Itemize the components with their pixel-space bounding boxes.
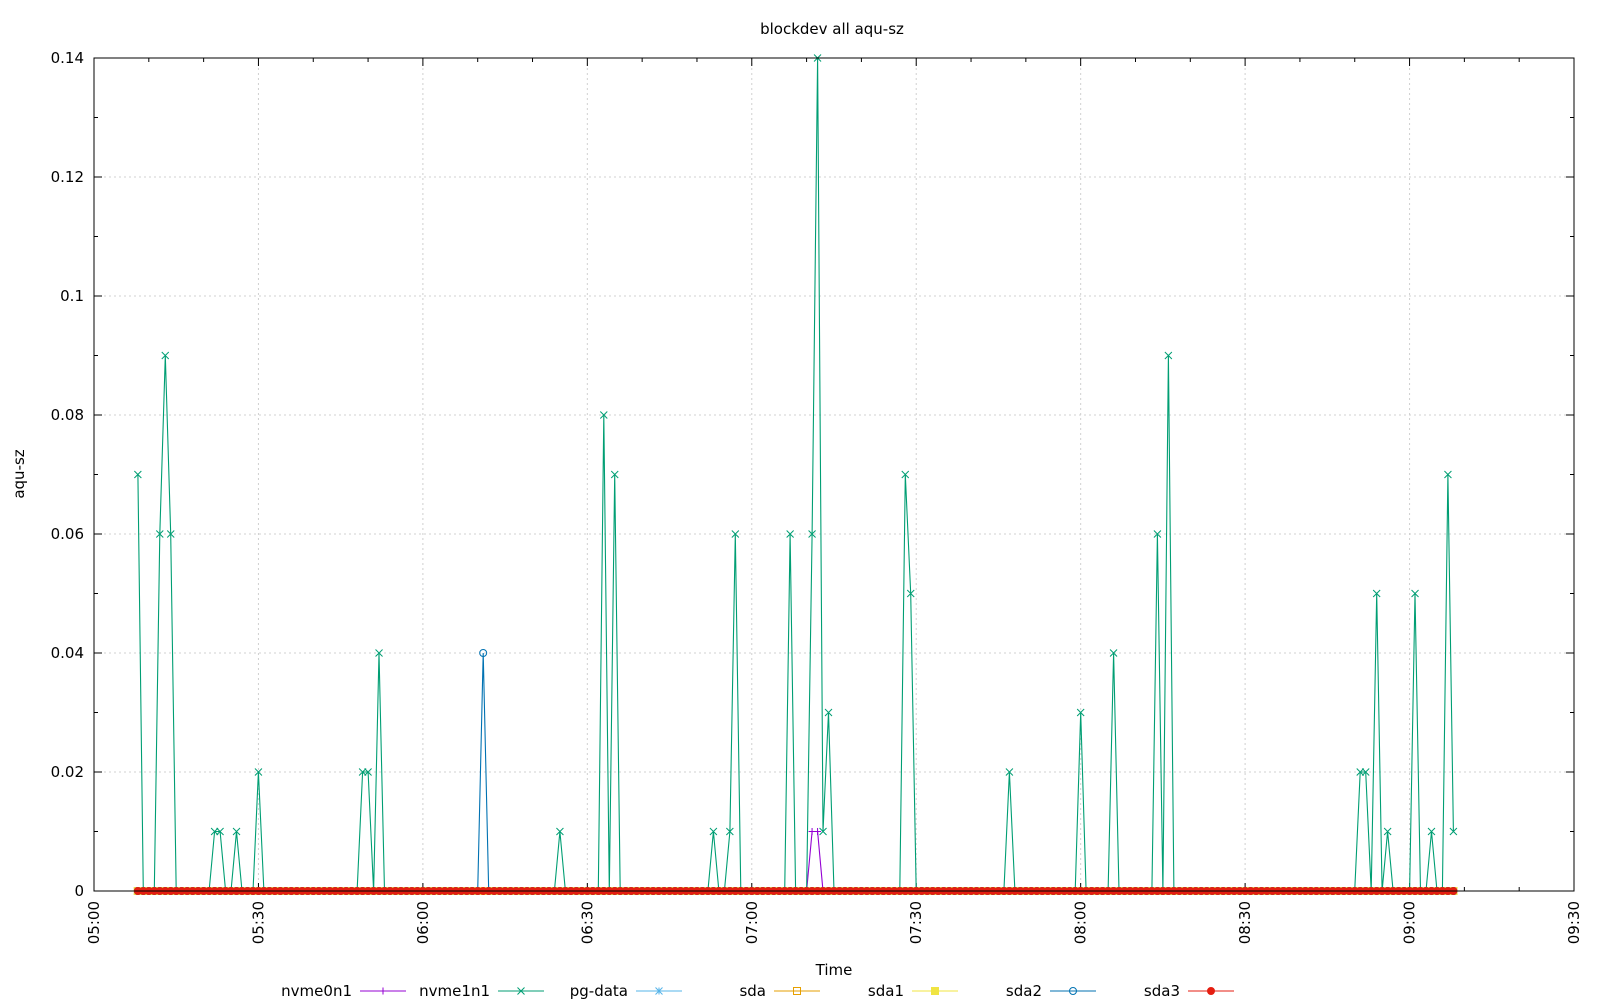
series-line-nvme1n1 bbox=[137, 57, 1454, 892]
legend-swatch-marker bbox=[931, 987, 939, 995]
y-tick-label: 0.08 bbox=[51, 406, 84, 424]
x-tick-label: 09:30 bbox=[1565, 901, 1583, 944]
data-point bbox=[824, 708, 833, 717]
x-tick-label: 05:00 bbox=[85, 901, 103, 944]
legend-swatch-marker bbox=[517, 987, 525, 995]
legend-entry-nvme0n1: nvme0n1 bbox=[281, 982, 406, 1000]
legend-swatch-marker bbox=[1207, 987, 1215, 995]
axes: 0 0.02 0.04 0.06 0.08 0.1 0.12 0.14 05:00 05:30 06… bbox=[51, 49, 1583, 944]
y-tick-label: 0.04 bbox=[51, 644, 84, 662]
data-point bbox=[1164, 351, 1173, 360]
x-tick-label: 07:30 bbox=[907, 901, 925, 944]
legend-swatch-marker bbox=[793, 987, 801, 995]
data-point bbox=[1372, 589, 1381, 598]
data-point bbox=[599, 411, 608, 419]
data-point bbox=[1356, 768, 1365, 776]
data-point bbox=[731, 530, 740, 538]
legend-swatch-marker bbox=[655, 987, 663, 995]
grid bbox=[94, 58, 1574, 891]
data-point bbox=[1109, 649, 1118, 657]
data-point bbox=[216, 827, 224, 836]
data-point bbox=[232, 827, 241, 836]
data-point bbox=[1427, 827, 1436, 836]
data-point bbox=[1411, 589, 1419, 598]
y-tick-label: 0.12 bbox=[51, 168, 84, 186]
legend-label: nvme0n1 bbox=[281, 982, 352, 1000]
legend-label: sda1 bbox=[868, 982, 904, 1000]
x-tick-label: 08:00 bbox=[1072, 901, 1090, 944]
legend: nvme0n1 nvme1n1 pg-data sda sda1 sda2 sda3 bbox=[281, 982, 1234, 1000]
y-tick-label: 0 bbox=[74, 882, 84, 900]
x-tick-label: 08:30 bbox=[1236, 901, 1254, 944]
legend-swatch-marker bbox=[1069, 987, 1077, 995]
data-point bbox=[725, 827, 734, 836]
data-point bbox=[610, 470, 619, 479]
data-point bbox=[1444, 470, 1452, 479]
data-point bbox=[808, 530, 816, 538]
y-tick-label: 0.1 bbox=[60, 287, 84, 305]
data-point bbox=[556, 827, 564, 836]
chart-title: blockdev all aqu-sz bbox=[760, 20, 904, 38]
legend-label: sda2 bbox=[1006, 982, 1042, 1000]
legend-label: sda bbox=[739, 982, 766, 1000]
data-point bbox=[358, 768, 367, 776]
x-tick-label: 07:00 bbox=[743, 901, 761, 944]
data-point bbox=[1383, 827, 1392, 836]
data-point bbox=[901, 470, 910, 479]
data-point bbox=[161, 351, 170, 360]
data-point bbox=[166, 530, 175, 538]
data-point bbox=[1449, 827, 1458, 836]
data-point bbox=[1005, 768, 1014, 776]
x-tick-label: 09:00 bbox=[1401, 901, 1419, 944]
y-tick-label: 0.14 bbox=[51, 49, 84, 67]
legend-entry-sda3: sda3 bbox=[1144, 982, 1234, 1000]
data-point bbox=[364, 768, 372, 776]
data-point bbox=[133, 470, 142, 479]
legend-swatch-marker bbox=[379, 987, 387, 995]
data-point bbox=[819, 827, 827, 836]
series-layer bbox=[133, 54, 1458, 895]
x-tick-label: 06:30 bbox=[578, 901, 596, 944]
x-tick-label: 06:00 bbox=[414, 901, 432, 944]
x-tick-label: 05:30 bbox=[249, 901, 267, 944]
y-tick-label: 0.02 bbox=[51, 763, 84, 781]
legend-entry-nvme1n1: nvme1n1 bbox=[419, 982, 544, 1000]
data-point bbox=[814, 828, 822, 835]
legend-label: sda3 bbox=[1144, 982, 1180, 1000]
legend-entry-sda2: sda2 bbox=[1006, 982, 1096, 1000]
data-point bbox=[1076, 708, 1085, 717]
legend-entry-pg-data: pg-data bbox=[570, 982, 682, 1000]
series-nvme1n1 bbox=[133, 54, 1458, 895]
data-point bbox=[1361, 768, 1370, 776]
legend-label: pg-data bbox=[570, 982, 628, 1000]
data-point bbox=[375, 649, 383, 657]
legend-label: nvme1n1 bbox=[419, 982, 490, 1000]
legend-entry-sda: sda bbox=[739, 982, 820, 1000]
data-point bbox=[709, 827, 718, 836]
data-point bbox=[254, 768, 263, 776]
data-point bbox=[479, 649, 488, 657]
y-axis-label: aqu-sz bbox=[10, 449, 28, 498]
data-point bbox=[1153, 530, 1162, 538]
x-axis-label: Time bbox=[815, 961, 853, 979]
data-point bbox=[210, 827, 219, 836]
legend-entry-sda1: sda1 bbox=[868, 982, 958, 1000]
data-point bbox=[155, 530, 164, 538]
plot-frame bbox=[93, 57, 1575, 892]
y-tick-label: 0.06 bbox=[51, 525, 84, 543]
data-point bbox=[786, 530, 795, 538]
data-point bbox=[906, 589, 915, 598]
